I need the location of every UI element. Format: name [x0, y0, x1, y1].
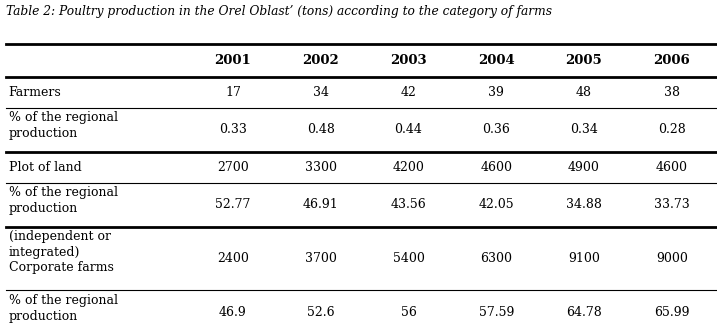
- Text: 2006: 2006: [653, 54, 690, 67]
- Text: 46.9: 46.9: [219, 306, 247, 319]
- Text: 3300: 3300: [305, 161, 337, 173]
- Text: 38: 38: [664, 86, 680, 98]
- Text: 57.59: 57.59: [478, 306, 514, 319]
- Text: % of the regional
production: % of the regional production: [9, 111, 118, 140]
- Text: 2001: 2001: [214, 54, 252, 67]
- Text: 6300: 6300: [480, 252, 512, 265]
- Text: 52.6: 52.6: [307, 306, 335, 319]
- Text: 4600: 4600: [655, 161, 688, 173]
- Text: (independent or
integrated)
Corporate farms: (independent or integrated) Corporate fa…: [9, 230, 113, 274]
- Text: Plot of land: Plot of land: [9, 161, 81, 173]
- Text: 2700: 2700: [217, 161, 249, 173]
- Text: 0.36: 0.36: [483, 123, 511, 136]
- Text: 4900: 4900: [568, 161, 600, 173]
- Text: 2400: 2400: [217, 252, 249, 265]
- Text: 65.99: 65.99: [654, 306, 690, 319]
- Text: 2003: 2003: [390, 54, 427, 67]
- Text: 9000: 9000: [656, 252, 688, 265]
- Text: 34: 34: [313, 86, 328, 98]
- Text: 4600: 4600: [480, 161, 512, 173]
- Text: % of the regional
production: % of the regional production: [9, 186, 118, 215]
- Text: 46.91: 46.91: [303, 198, 338, 211]
- Text: Table 2: Poultry production in the Orel Oblast’ (tons) according to the category: Table 2: Poultry production in the Orel …: [6, 5, 552, 18]
- Text: 2002: 2002: [303, 54, 339, 67]
- Text: 0.28: 0.28: [657, 123, 685, 136]
- Text: Farmers: Farmers: [9, 86, 62, 98]
- Text: 17: 17: [225, 86, 241, 98]
- Text: 0.44: 0.44: [394, 123, 422, 136]
- Text: % of the regional
production: % of the regional production: [9, 294, 118, 322]
- Text: 9100: 9100: [568, 252, 600, 265]
- Text: 3700: 3700: [305, 252, 337, 265]
- Text: 48: 48: [576, 86, 592, 98]
- Text: 43.56: 43.56: [391, 198, 427, 211]
- Text: 56: 56: [401, 306, 417, 319]
- Text: 4200: 4200: [392, 161, 424, 173]
- Text: 42: 42: [401, 86, 417, 98]
- Text: 64.78: 64.78: [566, 306, 602, 319]
- Text: 0.48: 0.48: [307, 123, 335, 136]
- Text: 0.34: 0.34: [570, 123, 598, 136]
- Text: 0.33: 0.33: [219, 123, 247, 136]
- Text: 5400: 5400: [392, 252, 424, 265]
- Text: 42.05: 42.05: [478, 198, 514, 211]
- Text: 34.88: 34.88: [566, 198, 602, 211]
- Text: 52.77: 52.77: [215, 198, 251, 211]
- Text: 2005: 2005: [566, 54, 602, 67]
- Text: 39: 39: [488, 86, 504, 98]
- Text: 2004: 2004: [478, 54, 515, 67]
- Text: 33.73: 33.73: [654, 198, 690, 211]
